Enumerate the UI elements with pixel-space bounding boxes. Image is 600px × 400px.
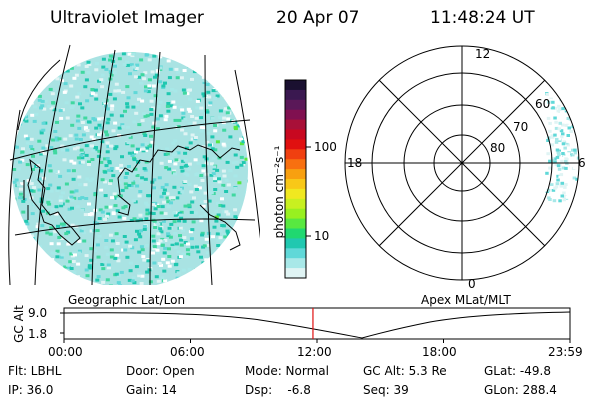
colorbar-cell: [285, 258, 306, 269]
colorbar-tick-100: 100: [314, 140, 337, 154]
mlat-label-70: 70: [513, 120, 529, 134]
mlt-label-12: 12: [475, 47, 491, 61]
geographic-projection-label: Geographic Lat/Lon: [68, 293, 186, 307]
mlat-label-60: 60: [535, 97, 551, 111]
colorbar-cell: [285, 188, 306, 200]
colorbar-cell: [285, 139, 306, 150]
mode-status: Mode: Normal: [245, 364, 329, 378]
altitude-tick-max: 9.0: [28, 306, 48, 320]
time-tick-0000: 00:00: [48, 345, 83, 359]
colorbar-cell: [285, 228, 306, 239]
colorbar-cell: [285, 208, 306, 220]
colorbar-cell: [285, 80, 306, 91]
colorbar-cell: [285, 268, 306, 279]
mlt-label-0: 0: [468, 277, 476, 291]
altitude-plot: [60, 307, 571, 343]
colorbar-unit-label: photon cm⁻²s⁻¹: [272, 145, 286, 239]
colorbar-cell: [285, 99, 306, 111]
instrument-title: Ultraviolet Imager: [50, 8, 204, 28]
time-tick-1800: 18:00: [422, 345, 457, 359]
display-status: Dsp: -6.8: [245, 383, 311, 397]
colorbar-cell: [285, 248, 306, 259]
geographic-latitude-status: GLat: -49.8: [484, 364, 551, 378]
mlt-label-6: 6: [578, 156, 586, 170]
longitude-grid: [8, 44, 260, 285]
polar-mlat-mlt-panel: [344, 45, 580, 281]
colorbar-cell: [285, 198, 306, 210]
filter-status: Flt: LBHL: [8, 364, 62, 378]
altitude-axis-label: GC Alt: [12, 305, 26, 343]
intensity-colorbar: [284, 79, 311, 279]
apex-projection-label: Apex MLat/MLT: [421, 293, 511, 307]
auroral-disk: [12, 52, 248, 285]
ip-status: IP: 36.0: [8, 383, 54, 397]
colorbar-cell: [285, 179, 306, 190]
colorbar-cell: [285, 129, 306, 140]
colorbar-cell: [285, 238, 306, 249]
geographic-image-panel: [8, 44, 260, 285]
mlat-label-80: 80: [490, 141, 506, 155]
altitude-curve: [63, 311, 571, 339]
mlt-label-18: 18: [347, 156, 363, 170]
geographic-longitude-status: GLon: 288.4: [484, 383, 557, 397]
colorbar-cell: [285, 89, 306, 101]
latitude-grid: [9, 119, 256, 236]
time-tick-1200: 12:00: [297, 345, 332, 359]
colorbar-cell: [285, 119, 306, 130]
door-status: Door: Open: [126, 364, 195, 378]
observation-time: 11:48:24 UT: [430, 8, 535, 28]
time-tick-2359: 23:59: [548, 345, 583, 359]
colorbar-cell: [285, 159, 306, 170]
observation-date: 20 Apr 07: [276, 8, 360, 28]
polar-diagonal-2: [378, 79, 546, 247]
coastline: [23, 144, 241, 251]
time-tick-0600: 06:00: [170, 345, 205, 359]
colorbar-tick-10: 10: [314, 229, 330, 243]
colorbar-cell: [285, 149, 306, 160]
colorbar-cell: [285, 169, 306, 180]
gain-status: Gain: 14: [126, 383, 177, 397]
altitude-tick-min: 1.8: [28, 327, 48, 341]
sequence-status: Seq: 39: [363, 383, 409, 397]
gc-altitude-status: GC Alt: 5.3 Re: [363, 364, 447, 378]
colorbar-cell: [285, 218, 306, 229]
colorbar-cell: [285, 109, 306, 121]
